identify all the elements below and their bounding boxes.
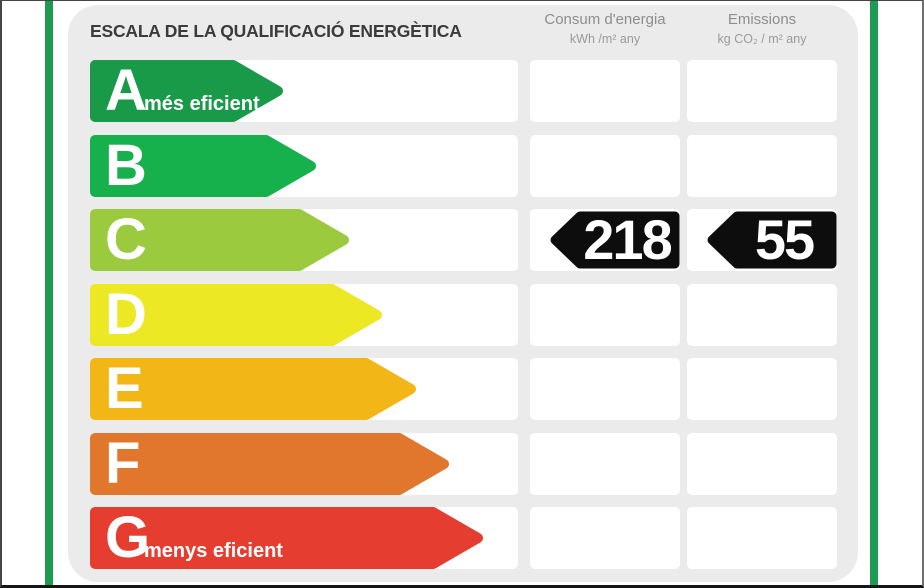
grade-letter: E — [105, 356, 144, 421]
green-frame-left-bar — [45, 1, 53, 585]
grade-letter: C — [105, 207, 147, 272]
grade-arrow-icon: D — [90, 284, 382, 346]
right-arrow-icon — [90, 209, 349, 271]
grade-arrow-icon: G menys eficient — [90, 507, 483, 569]
consum-cell — [530, 60, 680, 122]
consum-cell — [530, 135, 680, 197]
emissions-cell — [687, 135, 837, 197]
consum-cell: 218 — [530, 209, 680, 271]
scale-cell: A més eficient — [90, 60, 518, 122]
scale-cell: D — [90, 284, 518, 346]
green-frame-right-bar — [870, 1, 878, 585]
emissions-cell — [687, 358, 837, 420]
emissions-cell — [687, 284, 837, 346]
energy-scale-panel: ESCALA DE LA QUALIFICACIÓ ENERGÈTICA Con… — [68, 5, 858, 582]
consum-cell — [530, 507, 680, 569]
scale-cell: E — [90, 358, 518, 420]
right-arrow-icon — [90, 433, 449, 495]
consum-cell — [530, 433, 680, 495]
left-arrow-icon — [550, 211, 680, 269]
right-arrow-icon — [90, 135, 316, 197]
scale-cell: G menys eficient — [90, 507, 518, 569]
grade-letter: F — [105, 431, 141, 496]
grade-arrow-icon: E — [90, 358, 416, 420]
left-arrow-icon — [707, 211, 837, 269]
scale-row-b: B — [90, 135, 837, 197]
consum-cell — [530, 358, 680, 420]
right-arrow-icon — [90, 60, 283, 122]
grade-letter: G — [105, 505, 151, 570]
column-header-consum: Consum d'energia kWh /m² any — [530, 11, 680, 46]
emissions-cell: 55 — [687, 209, 837, 271]
scale-cell: B — [90, 135, 518, 197]
right-arrow-icon — [90, 358, 416, 420]
right-arrow-icon — [90, 284, 382, 346]
scale-title: ESCALA DE LA QUALIFICACIÓ ENERGÈTICA — [90, 21, 462, 41]
grade-letter: D — [105, 282, 147, 347]
emissions-cell — [687, 60, 837, 122]
emissions-value-badge: 55 — [707, 211, 837, 269]
column-header-emissions: Emissions kg CO₂ / m² any — [687, 11, 837, 46]
scale-row-f: F — [90, 433, 837, 495]
emissions-cell — [687, 507, 837, 569]
grade-arrow-icon: F — [90, 433, 449, 495]
scale-row-e: E — [90, 358, 837, 420]
grade-arrow-icon: C — [90, 209, 349, 271]
scale-row-c: C 218 55 — [90, 209, 837, 271]
column-unit: kg CO₂ / m² any — [717, 32, 807, 46]
emissions-cell — [687, 433, 837, 495]
column-label: Consum d'energia — [544, 11, 666, 28]
grade-note: més eficient — [144, 93, 260, 115]
rating-value: 55 — [754, 208, 815, 271]
scale-row-g: G menys eficient — [90, 507, 837, 569]
right-arrow-icon — [90, 507, 483, 569]
consum-cell — [530, 284, 680, 346]
grade-note: menys eficient — [144, 540, 283, 562]
scale-cell: C — [90, 209, 518, 271]
scale-row-d: D — [90, 284, 837, 346]
column-unit: kWh /m² any — [569, 32, 641, 46]
grade-arrow-icon: B — [90, 135, 316, 197]
grade-letter: A — [105, 58, 147, 123]
scale-row-a: A més eficient — [90, 60, 837, 122]
consum-value-badge: 218 — [550, 211, 680, 269]
rating-value: 218 — [583, 208, 672, 271]
grade-arrow-icon: A més eficient — [90, 60, 283, 122]
scale-cell: F — [90, 433, 518, 495]
grade-letter: B — [105, 133, 147, 198]
column-label: Emissions — [727, 11, 797, 28]
